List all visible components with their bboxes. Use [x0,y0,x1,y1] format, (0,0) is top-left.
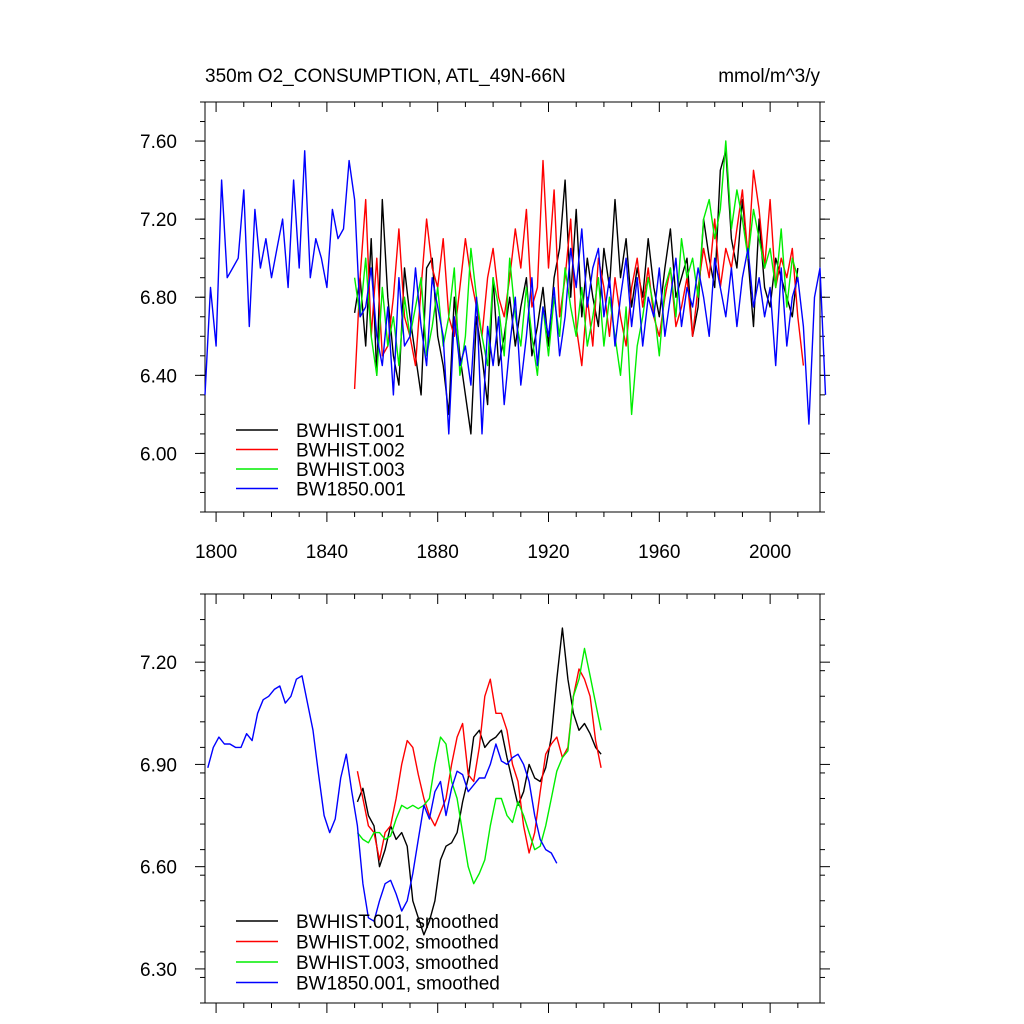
y-tick-label: 6.30 [140,960,177,981]
x-tick-label: 1880 [417,542,459,563]
series-line-bwhist-002 [353,159,805,390]
y-tick-label: 6.90 [140,755,177,776]
bottom-panel: 6.306.606.907.20 BWHIST.001, smoothedBWH… [140,593,830,1013]
top-plot-frame [204,101,821,513]
legend-label: BW1850.001 [296,480,406,501]
x-tick-label: 1960 [638,542,680,563]
y-tick-label: 6.00 [140,444,177,465]
series-line-bwhist-003 [353,140,799,416]
legend-label: BWHIST.002, smoothed [296,933,499,954]
legend-label: BW1850.001, smoothed [296,974,500,995]
legend-label: BWHIST.001, smoothed [296,912,499,933]
y-tick-label: 6.40 [140,366,177,387]
series-line-bw1850-001 [207,675,558,922]
series-line-bwhist-002 [356,668,602,861]
top-axis-ticks: 1800 1840 1880 1920 1960 2000 6.00 6.40 6.80 7.20… [140,101,830,563]
series-line-bwhist-003 [356,647,602,885]
series-line-bwhist-001 [356,627,602,936]
y-tick-label: 7.60 [140,132,177,153]
x-tick-label: 1800 [195,542,237,563]
top-chart-title: 350m O2_CONSUMPTION, ATL_49N-66N [205,66,566,87]
series-line-bw1850-001 [204,150,827,435]
top-chart-units: mmol/m^3/y [718,66,820,87]
y-tick-label: 7.20 [140,210,177,231]
bottom-axis-ticks: 6.30 6.60 6.90 7.20 [140,593,830,1013]
y-tick-label: 6.80 [140,288,177,309]
bottom-series-group [207,627,602,936]
y-tick-label: 7.20 [140,653,177,674]
legend-label: BWHIST.003 [296,460,405,481]
top-panel: 350m O2_CONSUMPTION, ATL_49N-66N mmol/m^… [140,66,830,563]
legend-label: BWHIST.001 [296,421,405,442]
x-tick-label: 2000 [749,542,791,563]
top-series-group [204,140,827,435]
legend-label: BWHIST.003, smoothed [296,953,499,974]
x-tick-label: 1920 [527,542,569,563]
y-tick-label: 6.60 [140,858,177,879]
x-tick-label: 1840 [306,542,348,563]
legend-label: BWHIST.002 [296,441,405,462]
